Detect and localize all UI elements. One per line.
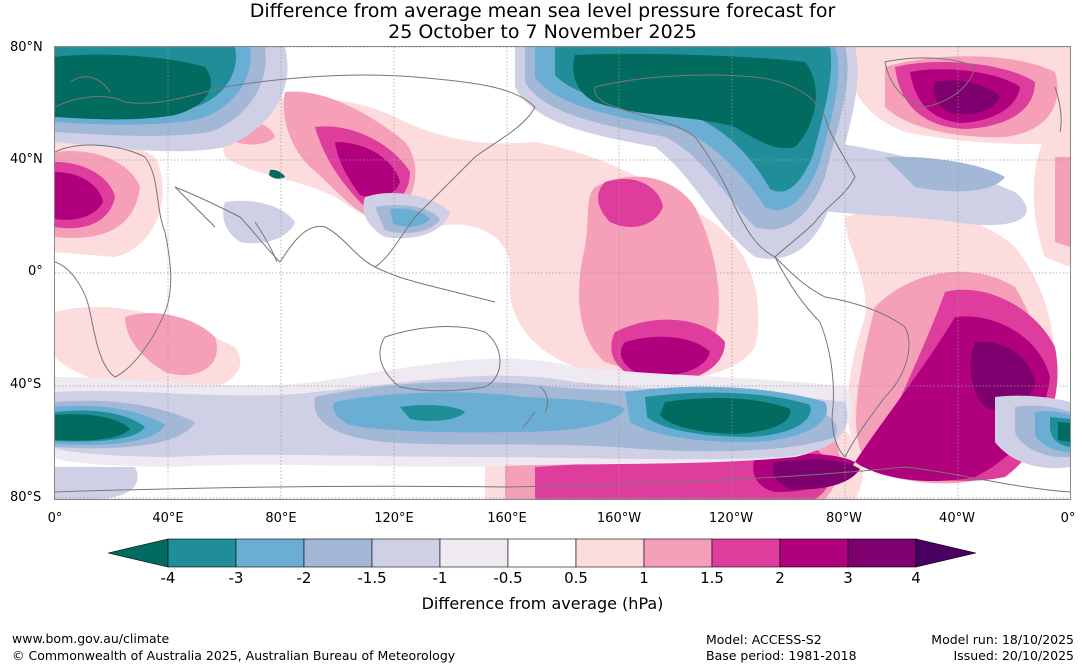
legend-tick: -2 bbox=[296, 569, 312, 587]
legend-swatch bbox=[643, 538, 713, 568]
lat-label-80s: 80°S bbox=[10, 490, 42, 505]
footer-model-run: Model run: 18/10/2025 bbox=[931, 632, 1074, 647]
footer-issued: Issued: 20/10/2025 bbox=[953, 648, 1075, 663]
negative-anomaly-extreme bbox=[55, 53, 1070, 442]
footer-copyright: © Commonwealth of Australia 2025, Austra… bbox=[12, 648, 456, 663]
legend-tick: -4 bbox=[160, 569, 176, 587]
legend-arrow-high bbox=[915, 538, 977, 568]
legend-swatch bbox=[303, 538, 373, 568]
lon-label-160e: 160°E bbox=[487, 511, 527, 526]
legend-tick: 4 bbox=[911, 569, 921, 587]
graticule bbox=[55, 47, 1070, 499]
legend-tick: 1.5 bbox=[700, 569, 724, 587]
positive-anomaly-extreme bbox=[772, 80, 1035, 490]
lon-label-80e: 80°E bbox=[265, 511, 297, 526]
map-title-line2: 25 October to 7 November 2025 bbox=[388, 21, 697, 43]
legend-tick: 3 bbox=[843, 569, 853, 587]
coastlines bbox=[55, 57, 1070, 493]
lat-label-equator: 0° bbox=[28, 264, 43, 279]
lat-label-40s: 40°S bbox=[10, 377, 42, 392]
legend-tick: -0.5 bbox=[493, 569, 523, 587]
legend-label: Difference from average (hPa) bbox=[421, 594, 664, 613]
legend-swatch bbox=[575, 538, 645, 568]
footer-url[interactable]: www.bom.gov.au/climate bbox=[12, 631, 170, 646]
legend-swatch bbox=[167, 538, 237, 568]
legend-swatch bbox=[235, 538, 305, 568]
lon-label-80w: 80°W bbox=[826, 511, 862, 526]
lon-label-40e: 40°E bbox=[152, 511, 184, 526]
legend-tick: 0.5 bbox=[564, 569, 588, 587]
lon-label-0-right: 0° bbox=[1060, 511, 1076, 526]
footer-base-period: Base period: 1981-2018 bbox=[706, 648, 857, 663]
map-title-line1: Difference from average mean sea level p… bbox=[249, 0, 836, 22]
lon-label-120e: 120°E bbox=[374, 511, 414, 526]
legend-swatch bbox=[779, 538, 849, 568]
legend-swatch bbox=[371, 538, 441, 568]
lon-label-160w: 160°W bbox=[596, 511, 642, 526]
anomaly-map bbox=[54, 46, 1071, 500]
footer-model: Model: ACCESS-S2 bbox=[706, 632, 822, 647]
lon-label-120w: 120°W bbox=[708, 511, 754, 526]
legend-arrow-low bbox=[108, 538, 169, 568]
legend-swatch bbox=[507, 538, 577, 568]
lat-label-80n: 80°N bbox=[10, 40, 43, 55]
color-legend-bar bbox=[108, 538, 977, 568]
lon-label-0-left: 0° bbox=[47, 511, 63, 526]
lat-label-40n: 40°N bbox=[10, 152, 43, 167]
legend-tick: -3 bbox=[228, 569, 244, 587]
legend-tick: -1.5 bbox=[357, 569, 387, 587]
legend-swatch bbox=[711, 538, 781, 568]
lon-label-40w: 40°W bbox=[939, 511, 975, 526]
legend-swatch bbox=[439, 538, 509, 568]
legend-tick: 1 bbox=[639, 569, 649, 587]
legend-swatch bbox=[847, 538, 917, 568]
legend-tick: 2 bbox=[775, 569, 785, 587]
legend-tick: -1 bbox=[432, 569, 448, 587]
